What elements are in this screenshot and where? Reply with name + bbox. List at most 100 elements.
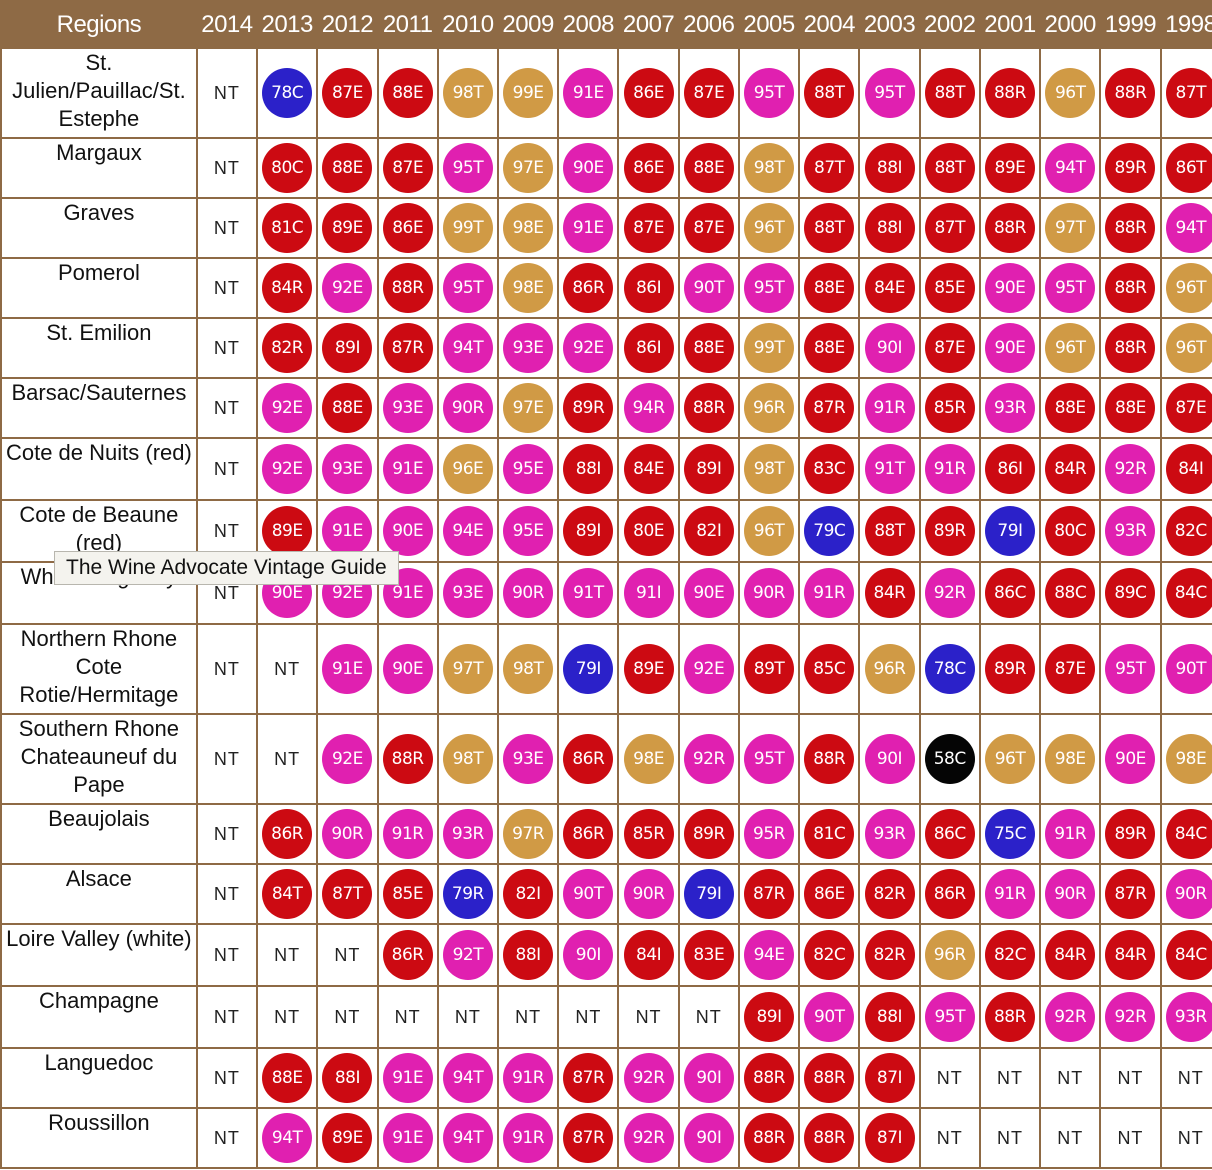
rating-badge[interactable]: 91I (623, 568, 674, 618)
rating-badge[interactable]: 85R (623, 809, 674, 859)
rating-badge[interactable]: 87I (864, 1113, 915, 1163)
rating-badge[interactable]: 88E (1105, 383, 1156, 433)
rating-badge[interactable]: 79I (984, 506, 1035, 556)
rating-badge[interactable]: 96T (744, 506, 795, 556)
rating-badge[interactable]: 89T (744, 644, 795, 694)
rating-badge[interactable]: 98E (1165, 734, 1212, 784)
rating-badge[interactable]: 91T (563, 568, 614, 618)
rating-badge[interactable]: 88R (1105, 323, 1156, 373)
rating-badge[interactable]: 91E (322, 644, 373, 694)
rating-badge[interactable]: 58C (924, 734, 975, 784)
rating-badge[interactable]: 93E (322, 444, 373, 494)
rating-badge[interactable]: 85C (804, 644, 855, 694)
rating-badge[interactable]: 88I (322, 1053, 373, 1103)
rating-badge[interactable]: 89I (683, 444, 734, 494)
rating-badge[interactable]: 84E (864, 263, 915, 313)
rating-badge[interactable]: 88R (1105, 68, 1156, 118)
rating-badge[interactable]: 92E (563, 323, 614, 373)
rating-badge[interactable]: 88R (804, 734, 855, 784)
rating-badge[interactable]: 87E (382, 143, 433, 193)
rating-badge[interactable]: 86I (984, 444, 1035, 494)
rating-badge[interactable]: 88I (864, 992, 915, 1042)
rating-badge[interactable]: 92R (623, 1113, 674, 1163)
rating-badge[interactable]: 75C (984, 809, 1035, 859)
rating-badge[interactable]: 88E (804, 323, 855, 373)
rating-badge[interactable]: 84E (623, 444, 674, 494)
rating-badge[interactable]: 95T (744, 263, 795, 313)
rating-badge[interactable]: 87E (683, 203, 734, 253)
rating-badge[interactable]: 97R (503, 809, 554, 859)
rating-badge[interactable]: 88R (683, 383, 734, 433)
rating-badge[interactable]: 86R (563, 263, 614, 313)
rating-badge[interactable]: 94T (1165, 203, 1212, 253)
rating-badge[interactable]: 89R (1105, 143, 1156, 193)
rating-badge[interactable]: 90I (864, 734, 915, 784)
rating-badge[interactable]: 99E (503, 68, 554, 118)
rating-badge[interactable]: 86R (563, 809, 614, 859)
rating-badge[interactable]: 89R (984, 644, 1035, 694)
rating-badge[interactable]: 94T (262, 1113, 313, 1163)
rating-badge[interactable]: 91E (382, 444, 433, 494)
rating-badge[interactable]: 94T (442, 323, 493, 373)
rating-badge[interactable]: 88T (864, 506, 915, 556)
rating-badge[interactable]: 78C (924, 644, 975, 694)
rating-badge[interactable]: 90E (984, 323, 1035, 373)
rating-badge[interactable]: 96E (442, 444, 493, 494)
rating-badge[interactable]: 84C (1165, 809, 1212, 859)
rating-badge[interactable]: 92R (924, 568, 975, 618)
rating-badge[interactable]: 90R (744, 568, 795, 618)
rating-badge[interactable]: 90I (864, 323, 915, 373)
rating-badge[interactable]: 98E (623, 734, 674, 784)
rating-badge[interactable]: 79R (442, 869, 493, 919)
rating-badge[interactable]: 86R (382, 930, 433, 980)
rating-badge[interactable]: 82C (1165, 506, 1212, 556)
rating-badge[interactable]: 91E (563, 68, 614, 118)
rating-badge[interactable]: 97E (503, 143, 554, 193)
rating-badge[interactable]: 92E (322, 734, 373, 784)
rating-badge[interactable]: 95T (744, 68, 795, 118)
rating-badge[interactable]: 92E (322, 263, 373, 313)
rating-badge[interactable]: 88R (744, 1053, 795, 1103)
rating-badge[interactable]: 83E (683, 930, 734, 980)
rating-badge[interactable]: 87I (864, 1053, 915, 1103)
rating-badge[interactable]: 93R (984, 383, 1035, 433)
rating-badge[interactable]: 96T (1165, 263, 1212, 313)
rating-badge[interactable]: 91R (984, 869, 1035, 919)
rating-badge[interactable]: 90R (623, 869, 674, 919)
rating-badge[interactable]: 89R (683, 809, 734, 859)
rating-badge[interactable]: 98E (503, 263, 554, 313)
rating-badge[interactable]: 96T (984, 734, 1035, 784)
rating-badge[interactable]: 91R (503, 1053, 554, 1103)
rating-badge[interactable]: 91R (382, 809, 433, 859)
rating-badge[interactable]: 87R (1105, 869, 1156, 919)
rating-badge[interactable]: 84T (262, 869, 313, 919)
rating-badge[interactable]: 86E (623, 68, 674, 118)
rating-badge[interactable]: 84I (1165, 444, 1212, 494)
rating-badge[interactable]: 90R (503, 568, 554, 618)
rating-badge[interactable]: 89R (924, 506, 975, 556)
rating-badge[interactable]: 86R (563, 734, 614, 784)
rating-badge[interactable]: 90E (683, 568, 734, 618)
rating-badge[interactable]: 89E (623, 644, 674, 694)
rating-badge[interactable]: 91R (503, 1113, 554, 1163)
rating-badge[interactable]: 93R (864, 809, 915, 859)
rating-badge[interactable]: 88E (1045, 383, 1096, 433)
rating-badge[interactable]: 98T (442, 734, 493, 784)
rating-badge[interactable]: 82R (864, 869, 915, 919)
rating-badge[interactable]: 87E (924, 323, 975, 373)
rating-badge[interactable]: 82C (984, 930, 1035, 980)
rating-badge[interactable]: 88I (864, 143, 915, 193)
rating-badge[interactable]: 80C (262, 143, 313, 193)
rating-badge[interactable]: 82C (804, 930, 855, 980)
rating-badge[interactable]: 92E (683, 644, 734, 694)
rating-badge[interactable]: 87R (804, 383, 855, 433)
rating-badge[interactable]: 98T (442, 68, 493, 118)
rating-badge[interactable]: 94T (442, 1053, 493, 1103)
rating-badge[interactable]: 88T (804, 203, 855, 253)
rating-badge[interactable]: 95T (864, 68, 915, 118)
rating-badge[interactable]: 92E (262, 383, 313, 433)
rating-badge[interactable]: 90T (563, 869, 614, 919)
rating-badge[interactable]: 88R (1105, 203, 1156, 253)
rating-badge[interactable]: 88R (984, 68, 1035, 118)
rating-badge[interactable]: 88C (1045, 568, 1096, 618)
